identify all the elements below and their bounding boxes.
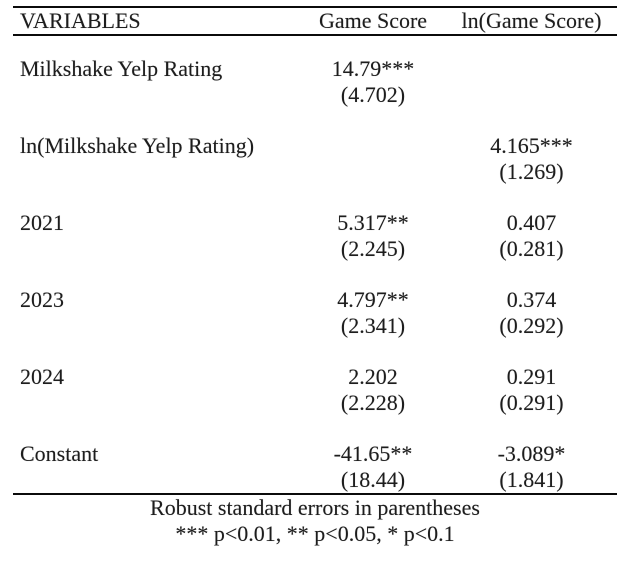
coefficient-value: 0.374	[506, 287, 557, 312]
standard-error-value	[300, 159, 446, 185]
variable-label: Constant	[20, 441, 99, 466]
coefficient-value	[446, 56, 617, 82]
standard-error-value: (1.269)	[499, 159, 564, 184]
standard-error-value: (0.292)	[499, 313, 564, 338]
table-body-gap	[13, 36, 617, 56]
table-rule-header	[13, 34, 617, 36]
variable-label: 2024	[20, 364, 64, 389]
standard-error-value: (2.228)	[340, 390, 406, 415]
table-row: ln(Milkshake Yelp Rating) 4.165*** (1.26…	[13, 133, 617, 185]
variable-label: Milkshake Yelp Rating	[20, 56, 223, 81]
coefficient-value: 0.291	[506, 364, 557, 389]
notes-significance: *** p<0.01, ** p<0.05, * p<0.1	[175, 521, 455, 546]
coefficient-value: 5.317**	[337, 210, 409, 235]
standard-error-value: (2.245)	[340, 236, 406, 261]
table-row: 2024 2.202 (2.228) 0.291 (0.291)	[13, 364, 617, 416]
standard-error-value: (0.291)	[499, 390, 564, 415]
standard-error-value: (2.341)	[340, 313, 406, 338]
coefficient-value: 14.79***	[331, 56, 415, 81]
column-header-ln-game-score: ln(Game Score)	[461, 8, 602, 33]
table-notes: Robust standard errors in parentheses **…	[13, 495, 617, 547]
standard-error-value: (0.281)	[499, 236, 564, 261]
coefficient-value: -3.089*	[497, 441, 566, 466]
notes-robust-se: Robust standard errors in parentheses	[150, 495, 480, 520]
coefficient-value: -41.65**	[333, 441, 413, 466]
coefficient-value: 2.202	[348, 364, 398, 389]
variable-label: ln(Milkshake Yelp Rating)	[20, 133, 255, 158]
standard-error-value	[446, 82, 617, 108]
table-row: Constant -41.65** (18.44) -3.089* (1.841…	[13, 441, 617, 493]
coefficient-value	[300, 133, 446, 159]
regression-table: VARIABLES Game Score ln(Game Score) Milk…	[13, 6, 617, 547]
column-header-variables: VARIABLES	[20, 8, 141, 33]
coefficient-value: 4.797**	[337, 287, 409, 312]
column-header-game-score: Game Score	[318, 8, 428, 33]
coefficient-value: 0.407	[506, 210, 557, 235]
table-rule-top	[13, 6, 617, 8]
table-row: 2023 4.797** (2.341) 0.374 (0.292)	[13, 287, 617, 339]
table-rule-bottom	[13, 493, 617, 495]
standard-error-value: (18.44)	[340, 467, 406, 492]
variable-label: 2023	[20, 287, 64, 312]
standard-error-value: (4.702)	[340, 82, 406, 107]
table-row: Milkshake Yelp Rating 14.79*** (4.702)	[13, 56, 617, 108]
standard-error-value: (1.841)	[499, 467, 564, 492]
coefficient-value: 4.165***	[490, 133, 573, 158]
variable-label: 2021	[20, 210, 64, 235]
table-row: 2021 5.317** (2.245) 0.407 (0.281)	[13, 210, 617, 262]
table-header-row: VARIABLES Game Score ln(Game Score)	[13, 8, 617, 34]
